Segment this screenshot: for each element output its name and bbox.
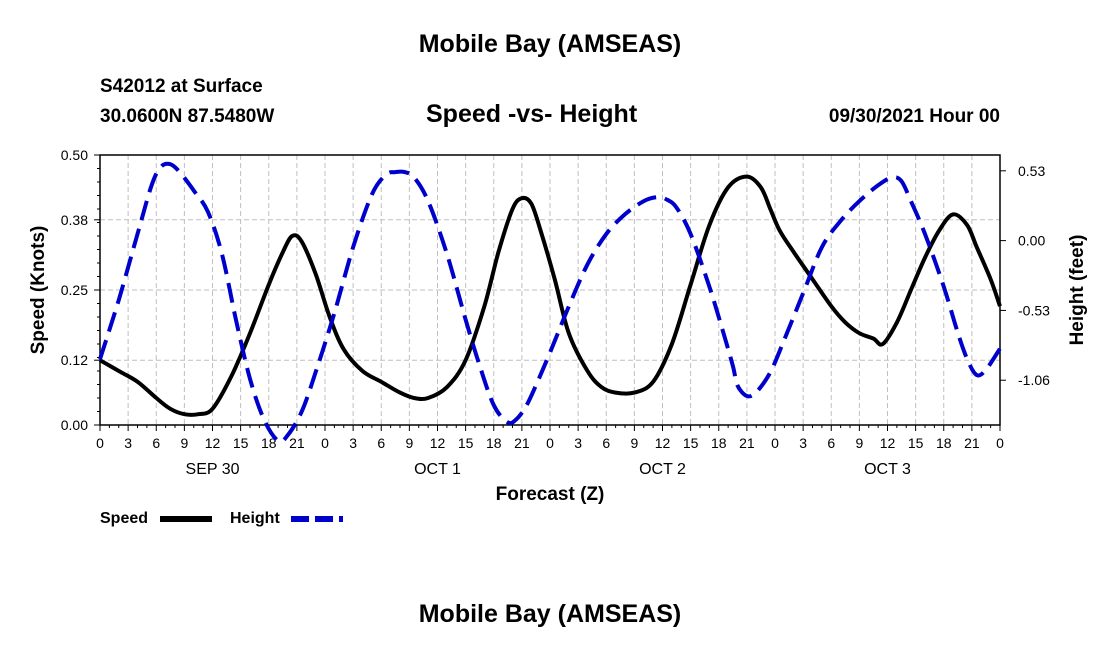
x-tick-label: 18 bbox=[711, 435, 727, 451]
x-tick-label: 12 bbox=[655, 435, 671, 451]
x-tick-label: 0 bbox=[546, 435, 554, 451]
x-tick-label: 18 bbox=[261, 435, 277, 451]
y-tick-label: 0.25 bbox=[61, 282, 88, 298]
y2-tick-label: 0.00 bbox=[1018, 233, 1045, 249]
x-tick-label: 3 bbox=[574, 435, 582, 451]
x-tick-label: 9 bbox=[855, 435, 863, 451]
x-tick-label: 0 bbox=[96, 435, 104, 451]
day-label: OCT 2 bbox=[639, 461, 686, 478]
x-tick-label: 18 bbox=[486, 435, 502, 451]
x-tick-label: 0 bbox=[321, 435, 329, 451]
legend-height-label: Height bbox=[230, 510, 280, 527]
y-axis-title: Speed (Knots) bbox=[28, 226, 49, 355]
station-coordinates: 30.0600N 87.5480W bbox=[100, 106, 275, 127]
x-tick-label: 21 bbox=[514, 435, 530, 451]
y-tick-label: 0.12 bbox=[61, 352, 88, 368]
x-tick-label: 21 bbox=[964, 435, 980, 451]
x-tick-label: 15 bbox=[458, 435, 474, 451]
y2-axis-title: Height (feet) bbox=[1067, 235, 1088, 346]
x-tick-label: 3 bbox=[124, 435, 132, 451]
x-tick-label: 0 bbox=[996, 435, 1004, 451]
footer-title: Mobile Bay (AMSEAS) bbox=[418, 600, 682, 628]
legend-speed-swatch bbox=[160, 516, 212, 522]
y2-tick-label: 0.53 bbox=[1018, 163, 1045, 179]
x-tick-label: 18 bbox=[936, 435, 952, 451]
x-tick-label: 12 bbox=[430, 435, 446, 451]
x-tick-label: 6 bbox=[377, 435, 385, 451]
day-label: OCT 1 bbox=[414, 461, 461, 478]
x-tick-label: 9 bbox=[630, 435, 638, 451]
legend-height-swatch bbox=[291, 516, 343, 522]
x-tick-label: 0 bbox=[771, 435, 779, 451]
x-tick-label: 21 bbox=[289, 435, 305, 451]
y-tick-label: 0.38 bbox=[61, 212, 88, 228]
x-tick-label: 3 bbox=[799, 435, 807, 451]
forecast-run-time: 09/30/2021 Hour 00 bbox=[828, 106, 1000, 127]
x-tick-label: 15 bbox=[683, 435, 699, 451]
x-tick-label: 9 bbox=[405, 435, 413, 451]
x-axis-title: Forecast (Z) bbox=[496, 484, 605, 505]
x-tick-label: 6 bbox=[152, 435, 160, 451]
legend-speed-label: Speed bbox=[100, 510, 149, 527]
plot-frame bbox=[99, 154, 1001, 426]
station-label: S42012 at Surface bbox=[100, 76, 263, 97]
x-tick-label: 12 bbox=[205, 435, 221, 451]
day-label: OCT 3 bbox=[864, 461, 911, 478]
y-tick-label: 0.00 bbox=[61, 417, 88, 433]
height-series-line bbox=[98, 161, 1002, 444]
page-title: Mobile Bay (AMSEAS) bbox=[418, 30, 682, 58]
x-tick-label: 6 bbox=[602, 435, 610, 451]
day-label: SEP 30 bbox=[186, 461, 240, 478]
x-tick-label: 6 bbox=[827, 435, 835, 451]
x-tick-label: 15 bbox=[233, 435, 249, 451]
x-tick-label: 21 bbox=[739, 435, 755, 451]
y-tick-label: 0.50 bbox=[61, 147, 88, 163]
x-tick-label: 9 bbox=[180, 435, 188, 451]
speed-series-line bbox=[98, 174, 1002, 417]
x-tick-label: 3 bbox=[349, 435, 357, 451]
y2-tick-label: -1.06 bbox=[1018, 372, 1050, 388]
x-tick-label: 12 bbox=[880, 435, 896, 451]
y2-tick-label: -0.53 bbox=[1018, 302, 1050, 318]
x-tick-label: 15 bbox=[908, 435, 924, 451]
chart-title: Speed -vs- Height bbox=[426, 100, 638, 128]
